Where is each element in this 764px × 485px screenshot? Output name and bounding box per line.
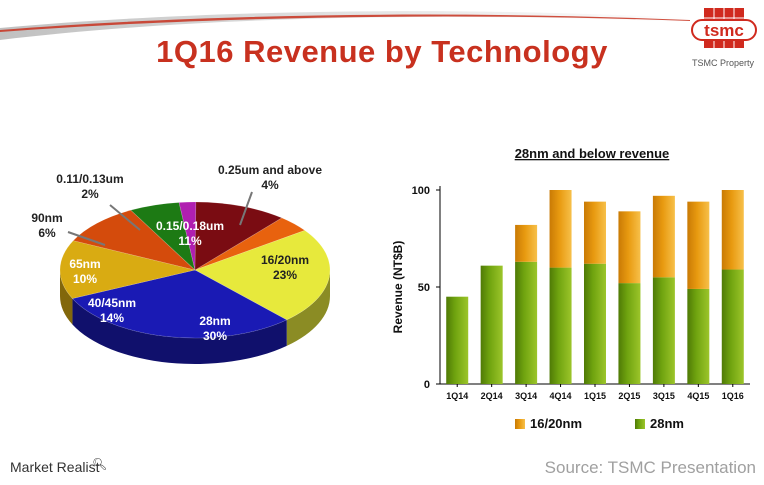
pie-percent: 10% [73,272,97,286]
pie-label: 65nm [69,257,100,271]
bar-28nm-1Q16 [721,269,744,384]
pie-leader-line [67,231,106,246]
pie-label: 0.25um and above [218,163,322,177]
legend-label-28nm: 28nm [650,416,684,431]
y-tick-label: 50 [418,282,430,294]
bar-16-20nm-3Q15 [652,195,675,278]
bars [446,190,744,384]
bar-chart: 28nm and below revenue Revenue (NT$B) 0 50 1… [391,146,750,431]
pie-slice-40/45nm [59,240,196,299]
pie-label: 0.11/0.13um [56,172,123,186]
pie-percent: 11% [178,234,202,248]
source-text: Source: TSMC Presentation [544,458,756,477]
logo-text: tsmc [704,21,744,40]
y-axis-label: Revenue (NT$B) [391,241,405,334]
legend-swatch-28nm [635,419,645,429]
bar-28nm-3Q14 [515,261,538,384]
x-tick-label: 3Q15 [653,391,675,401]
pie-label: 16/20nm [261,253,309,267]
bar-28nm-3Q15 [652,277,675,384]
pie-side-16/20nm [286,270,330,346]
pie-slice-0.11/0.13um [178,201,197,271]
pie-slices [59,201,331,339]
bar-28nm-1Q14 [446,296,469,384]
x-tick-label: 4Q15 [687,391,709,401]
pie-label: 0.15/0.18um [156,219,224,233]
logo-caption: TSMC Property [691,58,754,68]
pie-percent: 2% [81,187,99,201]
tsmc-logo-icon [691,8,757,48]
page-title: 1Q16 Revenue by Technology [156,34,608,69]
pie-slice-16/20nm [194,230,331,321]
pie-slice-0.15/0.18um [194,201,283,271]
pie-percent: 30% [203,329,227,343]
bar-28nm-2Q15 [618,283,641,384]
bar-16-20nm-4Q14 [549,190,572,268]
x-tick-label: 2Q15 [618,391,640,401]
x-tick-label: 1Q15 [584,391,606,401]
legend-label-16-20nm: 16/20nm [530,416,582,431]
bar-16-20nm-1Q16 [721,190,744,270]
x-tick-label: 1Q16 [722,391,744,401]
bar-28nm-4Q14 [549,267,572,384]
tsmc-logo: tsmc [691,8,757,48]
pie-percent: 6% [38,226,56,240]
pie-side-28nm [72,298,287,364]
y-tick-label: 0 [424,379,430,391]
bar-16-20nm-3Q14 [515,224,538,262]
bar-28nm-2Q14 [480,265,503,384]
header-swoosh [0,11,690,40]
bar-chart-title: 28nm and below revenue [515,146,670,161]
pie-percent: 23% [273,268,297,282]
pie-slice-90nm [130,202,196,271]
x-tick-label: 3Q14 [515,391,537,401]
pie-slice-65nm [72,209,197,271]
pie-slice-0.25um and above [194,217,306,271]
pie-leader-line [109,204,141,231]
bar-16-20nm-4Q15 [687,201,710,289]
pie-percent: 4% [261,178,279,192]
bar-16-20nm-1Q15 [584,201,606,264]
magnifier-icon: 🔍︎ [92,457,108,471]
bar-28nm-4Q15 [687,288,710,384]
pie-leader-line [239,191,253,226]
legend: 16/20nm 28nm [515,416,684,431]
legend-swatch-16-20nm [515,419,525,429]
pie-label: 90nm [31,211,62,225]
pie-slice-28nm [71,269,288,339]
pie-label: 40/45nm [88,296,136,310]
bar-16-20nm-2Q15 [618,211,641,284]
pie-side-40/45nm [60,270,73,325]
x-tick-label: 2Q14 [481,391,503,401]
x-tick-label: 4Q14 [550,391,572,401]
pie-percent: 14% [100,311,124,325]
x-tick-label: 1Q14 [446,391,468,401]
y-tick-label: 100 [412,185,430,197]
brand-text: Market Realist [10,459,100,475]
pie-side-walls [60,270,330,364]
bar-28nm-1Q15 [584,263,606,384]
pie-label: 28nm [199,314,230,328]
